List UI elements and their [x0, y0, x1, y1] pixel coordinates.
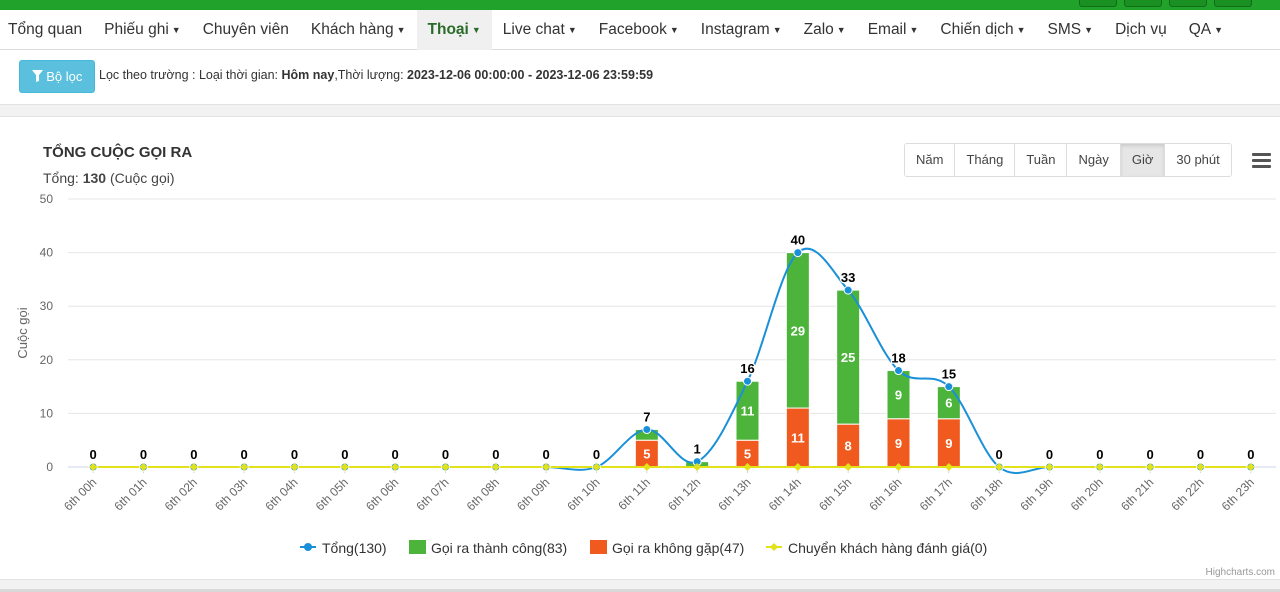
filter-bar: Bộ lọc Lọc theo trường : Loại thời gian:… — [0, 50, 1280, 105]
top-bar-button[interactable] — [1169, 0, 1207, 7]
chart-total: Tổng: 130 (Cuộc gọi) — [43, 170, 175, 186]
nav-item-label: Thoại — [427, 21, 469, 38]
period-option[interactable]: Tuần — [1015, 144, 1068, 176]
filter-duration-label: ,Thời lượng: — [334, 68, 408, 82]
chevron-down-icon: ▼ — [909, 25, 919, 35]
nav-item-label: Chiến dịch — [940, 21, 1014, 38]
period-selector: Năm Tháng Tuần Ngày Giờ 30 phút — [904, 143, 1232, 177]
chevron-down-icon: ▼ — [1084, 25, 1094, 35]
period-option[interactable]: Giờ — [1120, 144, 1166, 176]
chevron-down-icon: ▼ — [567, 25, 577, 35]
nav-item-label: Live chat — [502, 21, 565, 38]
top-bar — [0, 0, 1280, 10]
chart-total-value: 130 — [82, 170, 107, 186]
chart-title: TỔNG CUỘC GỌI RA — [43, 144, 193, 161]
nav-item[interactable]: Instagram ▼ — [690, 10, 793, 50]
nav-item-label: Zalo — [803, 21, 834, 38]
chevron-down-icon: ▼ — [396, 25, 406, 35]
filter-prefix: Lọc theo trường : Loại thời gian: — [99, 68, 282, 82]
nav-item[interactable]: Phiếu ghi ▼ — [93, 10, 192, 50]
filter-summary: Lọc theo trường : Loại thời gian: Hôm na… — [99, 68, 653, 82]
nav-item[interactable]: Tổng quan — [0, 10, 93, 50]
filter-duration-value: 2023-12-06 00:00:00 - 2023-12-06 23:59:5… — [407, 68, 654, 82]
nav-item-label: Facebook — [598, 21, 667, 38]
nav-item[interactable]: Facebook ▼ — [588, 10, 690, 50]
main-nav: Tổng quan Phiếu ghi ▼ Chuyên viên Khách hàng… — [0, 10, 1280, 50]
nav-item-label: Dịch vụ — [1115, 21, 1167, 38]
nav-item-label: QA — [1188, 21, 1212, 38]
period-option[interactable]: Năm — [905, 144, 956, 176]
top-bar-button[interactable] — [1214, 0, 1252, 7]
period-option[interactable]: 30 phút — [1165, 144, 1231, 176]
nav-item-label: Tổng quan — [8, 21, 83, 38]
nav-item-label: Email — [867, 21, 907, 38]
nav-item[interactable]: SMS ▼ — [1037, 10, 1105, 50]
nav-item[interactable]: Thoại ▼ — [416, 10, 492, 50]
top-bar-button[interactable] — [1079, 0, 1117, 7]
page-bottom-border — [0, 589, 1280, 592]
filter-icon — [31, 69, 47, 84]
chevron-down-icon: ▼ — [1016, 25, 1026, 35]
chevron-down-icon: ▼ — [772, 25, 782, 35]
chevron-down-icon: ▼ — [669, 25, 679, 35]
nav-item[interactable]: Dịch vụ — [1104, 10, 1178, 50]
nav-item[interactable]: Zalo ▼ — [793, 10, 857, 50]
chevron-down-icon: ▼ — [1214, 25, 1224, 35]
nav-item[interactable]: Email ▼ — [857, 10, 930, 50]
nav-item-label: Instagram — [700, 21, 770, 38]
chart-total-suffix: (Cuộc gọi) — [106, 170, 175, 186]
chart-total-prefix: Tổng: — [43, 170, 83, 186]
nav-item[interactable]: Chiến dịch ▼ — [929, 10, 1036, 50]
nav-item[interactable]: Chuyên viên — [192, 10, 300, 50]
chevron-down-icon: ▼ — [836, 25, 846, 35]
nav-item-label: Phiếu ghi — [104, 21, 169, 38]
chart-menu-icon[interactable] — [1252, 153, 1272, 169]
filter-button[interactable]: Bộ lọc — [19, 60, 95, 93]
nav-item-label: Khách hàng — [310, 21, 394, 38]
filter-time-type: Hôm nay — [281, 68, 335, 82]
chart-panel: TỔNG CUỘC GỌI RA Tổng: 130 (Cuộc gọi) Nă… — [0, 116, 1280, 580]
filter-button-label: Bộ lọc — [46, 69, 83, 84]
chevron-down-icon: ▼ — [171, 25, 181, 35]
nav-item[interactable]: Khách hàng ▼ — [300, 10, 417, 50]
nav-item-label: Chuyên viên — [202, 21, 289, 38]
period-option[interactable]: Ngày — [1067, 144, 1121, 176]
top-bar-button[interactable] — [1124, 0, 1162, 7]
nav-item-label: SMS — [1047, 21, 1082, 38]
chevron-down-icon: ▼ — [471, 25, 481, 35]
nav-item[interactable]: Live chat ▼ — [492, 10, 588, 50]
nav-item[interactable]: QA ▼ — [1178, 10, 1234, 50]
period-option[interactable]: Tháng — [955, 144, 1016, 176]
